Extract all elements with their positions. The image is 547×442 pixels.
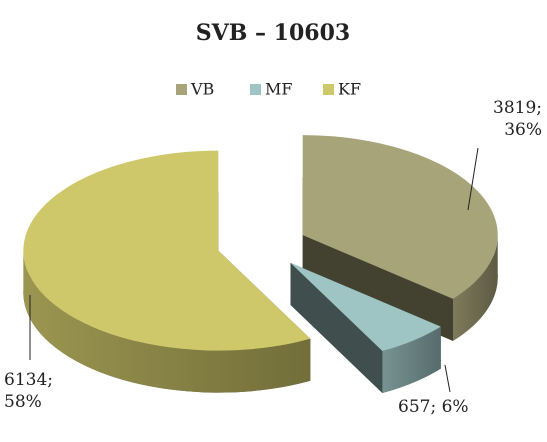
legend-label: MF xyxy=(265,80,292,99)
legend-label: VB xyxy=(190,80,214,99)
leader-line xyxy=(444,364,451,393)
chart-title: SVB – 10603 xyxy=(196,20,350,46)
slice-wall xyxy=(23,250,311,393)
slice-side xyxy=(302,235,454,341)
slice xyxy=(290,262,441,352)
data-label: 657; 6% xyxy=(398,397,469,417)
leader-line xyxy=(467,147,479,211)
pie xyxy=(23,135,498,394)
slice xyxy=(23,150,311,351)
legend: VB MF KF xyxy=(176,80,361,99)
legend-swatch xyxy=(250,84,261,95)
slice-side xyxy=(290,262,383,394)
legend-swatch xyxy=(323,84,334,95)
data-label: 3819; 36% xyxy=(493,98,542,140)
legend-label: KF xyxy=(338,80,361,99)
slice xyxy=(302,135,498,299)
data-label: 6134; 58% xyxy=(4,370,53,412)
legend-swatch xyxy=(176,84,187,95)
slice-wall xyxy=(453,235,498,341)
slice-wall xyxy=(382,326,441,394)
